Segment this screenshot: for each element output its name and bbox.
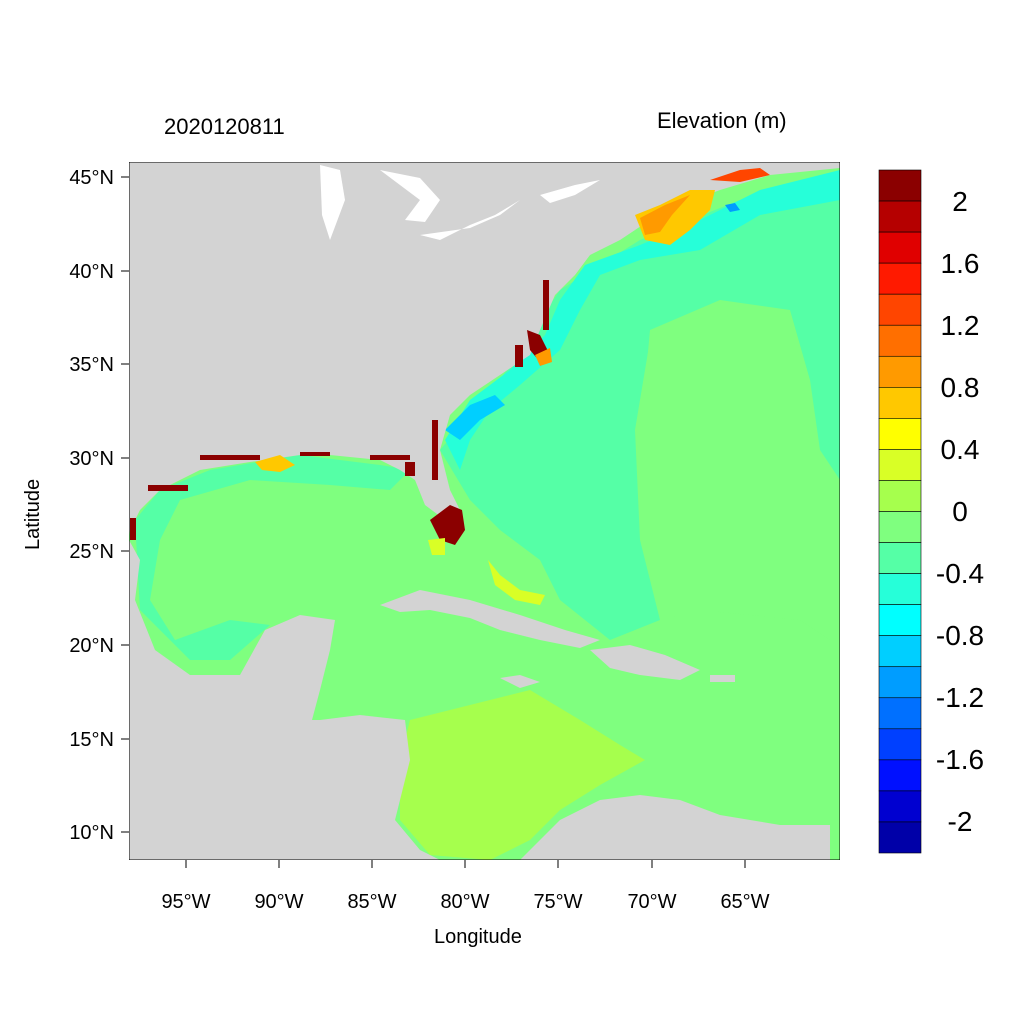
colorbar-swatch — [878, 573, 922, 605]
colorbar-label: 1.6 — [941, 248, 980, 279]
florida-surge — [430, 505, 465, 545]
colorbar-swatch — [878, 635, 922, 668]
colorbar — [878, 169, 922, 854]
colorbar-label: 0 — [952, 496, 968, 527]
colorbar-swatch — [878, 666, 922, 699]
colorbar-label: 2 — [952, 186, 968, 217]
map-layers — [129, 162, 840, 860]
colorbar-swatch — [878, 728, 922, 761]
x-tick-label: 70°W — [627, 891, 676, 913]
colorbar-swatch — [878, 262, 922, 295]
y-tick-label: 30°N — [69, 448, 114, 470]
variable-label: Elevation (m) — [657, 108, 787, 133]
bahamas-bank — [488, 560, 545, 605]
y-tick-label: 40°N — [69, 261, 114, 283]
x-tick-label: 85°W — [347, 891, 396, 913]
colorbar-swatch — [878, 542, 922, 574]
coastal-cyan-water — [445, 170, 840, 470]
colorbar-swatch — [878, 511, 922, 543]
colorbar-label: -1.2 — [936, 682, 984, 713]
open-atlantic-water — [635, 300, 840, 860]
jamaica-land — [500, 675, 540, 688]
colorbar-label: -1.6 — [936, 744, 984, 775]
y-tick-label: 10°N — [69, 822, 114, 844]
x-tick-label: 75°W — [533, 891, 582, 913]
date-label: 2020120811 — [164, 114, 285, 139]
colorbar-swatch — [878, 231, 922, 264]
colorbar-label: 0.8 — [941, 372, 980, 403]
y-tick-label: 35°N — [69, 354, 114, 376]
colorbar-swatch — [878, 418, 922, 450]
x-axis-title: Longitude — [434, 926, 522, 948]
new-england-surge-core — [640, 195, 690, 235]
central-america-land — [129, 715, 440, 860]
colorbar-swatch — [878, 324, 922, 357]
colorbar-label: -0.4 — [936, 558, 984, 589]
colorbar-swatch — [878, 480, 922, 512]
colorbar-label: -0.8 — [936, 620, 984, 651]
maine-surge — [710, 168, 770, 182]
colorbar-swatch — [878, 697, 922, 730]
colorbar-swatch — [878, 449, 922, 481]
mexico-land — [129, 540, 335, 720]
y-axis: 45°N 40°N 35°N 30°N 25°N 20°N 15°N 10°N — [69, 167, 129, 844]
colorbar-label: 1.2 — [941, 310, 980, 341]
x-tick-label: 65°W — [720, 891, 769, 913]
florida-bay-green — [428, 538, 445, 555]
east-coast-blue-water — [445, 395, 505, 440]
colorbar-labels: 2 1.6 1.2 0.8 0.4 0 -0.4 -0.8 -1.2 -1.6 … — [936, 186, 984, 837]
colorbar-swatch — [878, 790, 922, 823]
x-tick-label: 80°W — [440, 891, 489, 913]
carolina-surge-fringe — [535, 348, 552, 366]
colorbar-swatch — [878, 169, 922, 202]
x-axis: 95°W 90°W 85°W 80°W 75°W 70°W 65°W — [161, 860, 770, 913]
colorbar-swatch — [878, 387, 922, 419]
gulf-shelf-water — [135, 455, 410, 660]
puerto-rico-land — [710, 675, 735, 682]
colorbar-label: -2 — [948, 806, 973, 837]
gulf-coast-surge — [255, 455, 295, 472]
y-tick-label: 25°N — [69, 541, 114, 563]
cuba-land — [380, 590, 600, 648]
colorbar-swatch — [878, 355, 922, 388]
caribbean-southern-water — [400, 690, 645, 860]
colorbar-swatch — [878, 604, 922, 636]
fundy-low — [725, 203, 740, 212]
y-tick-label: 45°N — [69, 167, 114, 189]
colorbar-swatch — [878, 821, 922, 854]
x-tick-label: 90°W — [254, 891, 303, 913]
colorbar-swatch — [878, 759, 922, 792]
y-tick-label: 20°N — [69, 635, 114, 657]
hispaniola-land — [590, 645, 700, 680]
y-axis-title: Latitude — [22, 478, 44, 550]
colorbar-swatch — [878, 200, 922, 233]
x-tick-label: 95°W — [161, 891, 210, 913]
coastal-surge-fringe — [130, 280, 549, 540]
y-tick-label: 15°N — [69, 729, 114, 751]
colorbar-label: 0.4 — [941, 434, 980, 465]
north-america-land — [129, 162, 840, 540]
colorbar-swatch — [878, 293, 922, 326]
south-america-land — [520, 795, 830, 860]
